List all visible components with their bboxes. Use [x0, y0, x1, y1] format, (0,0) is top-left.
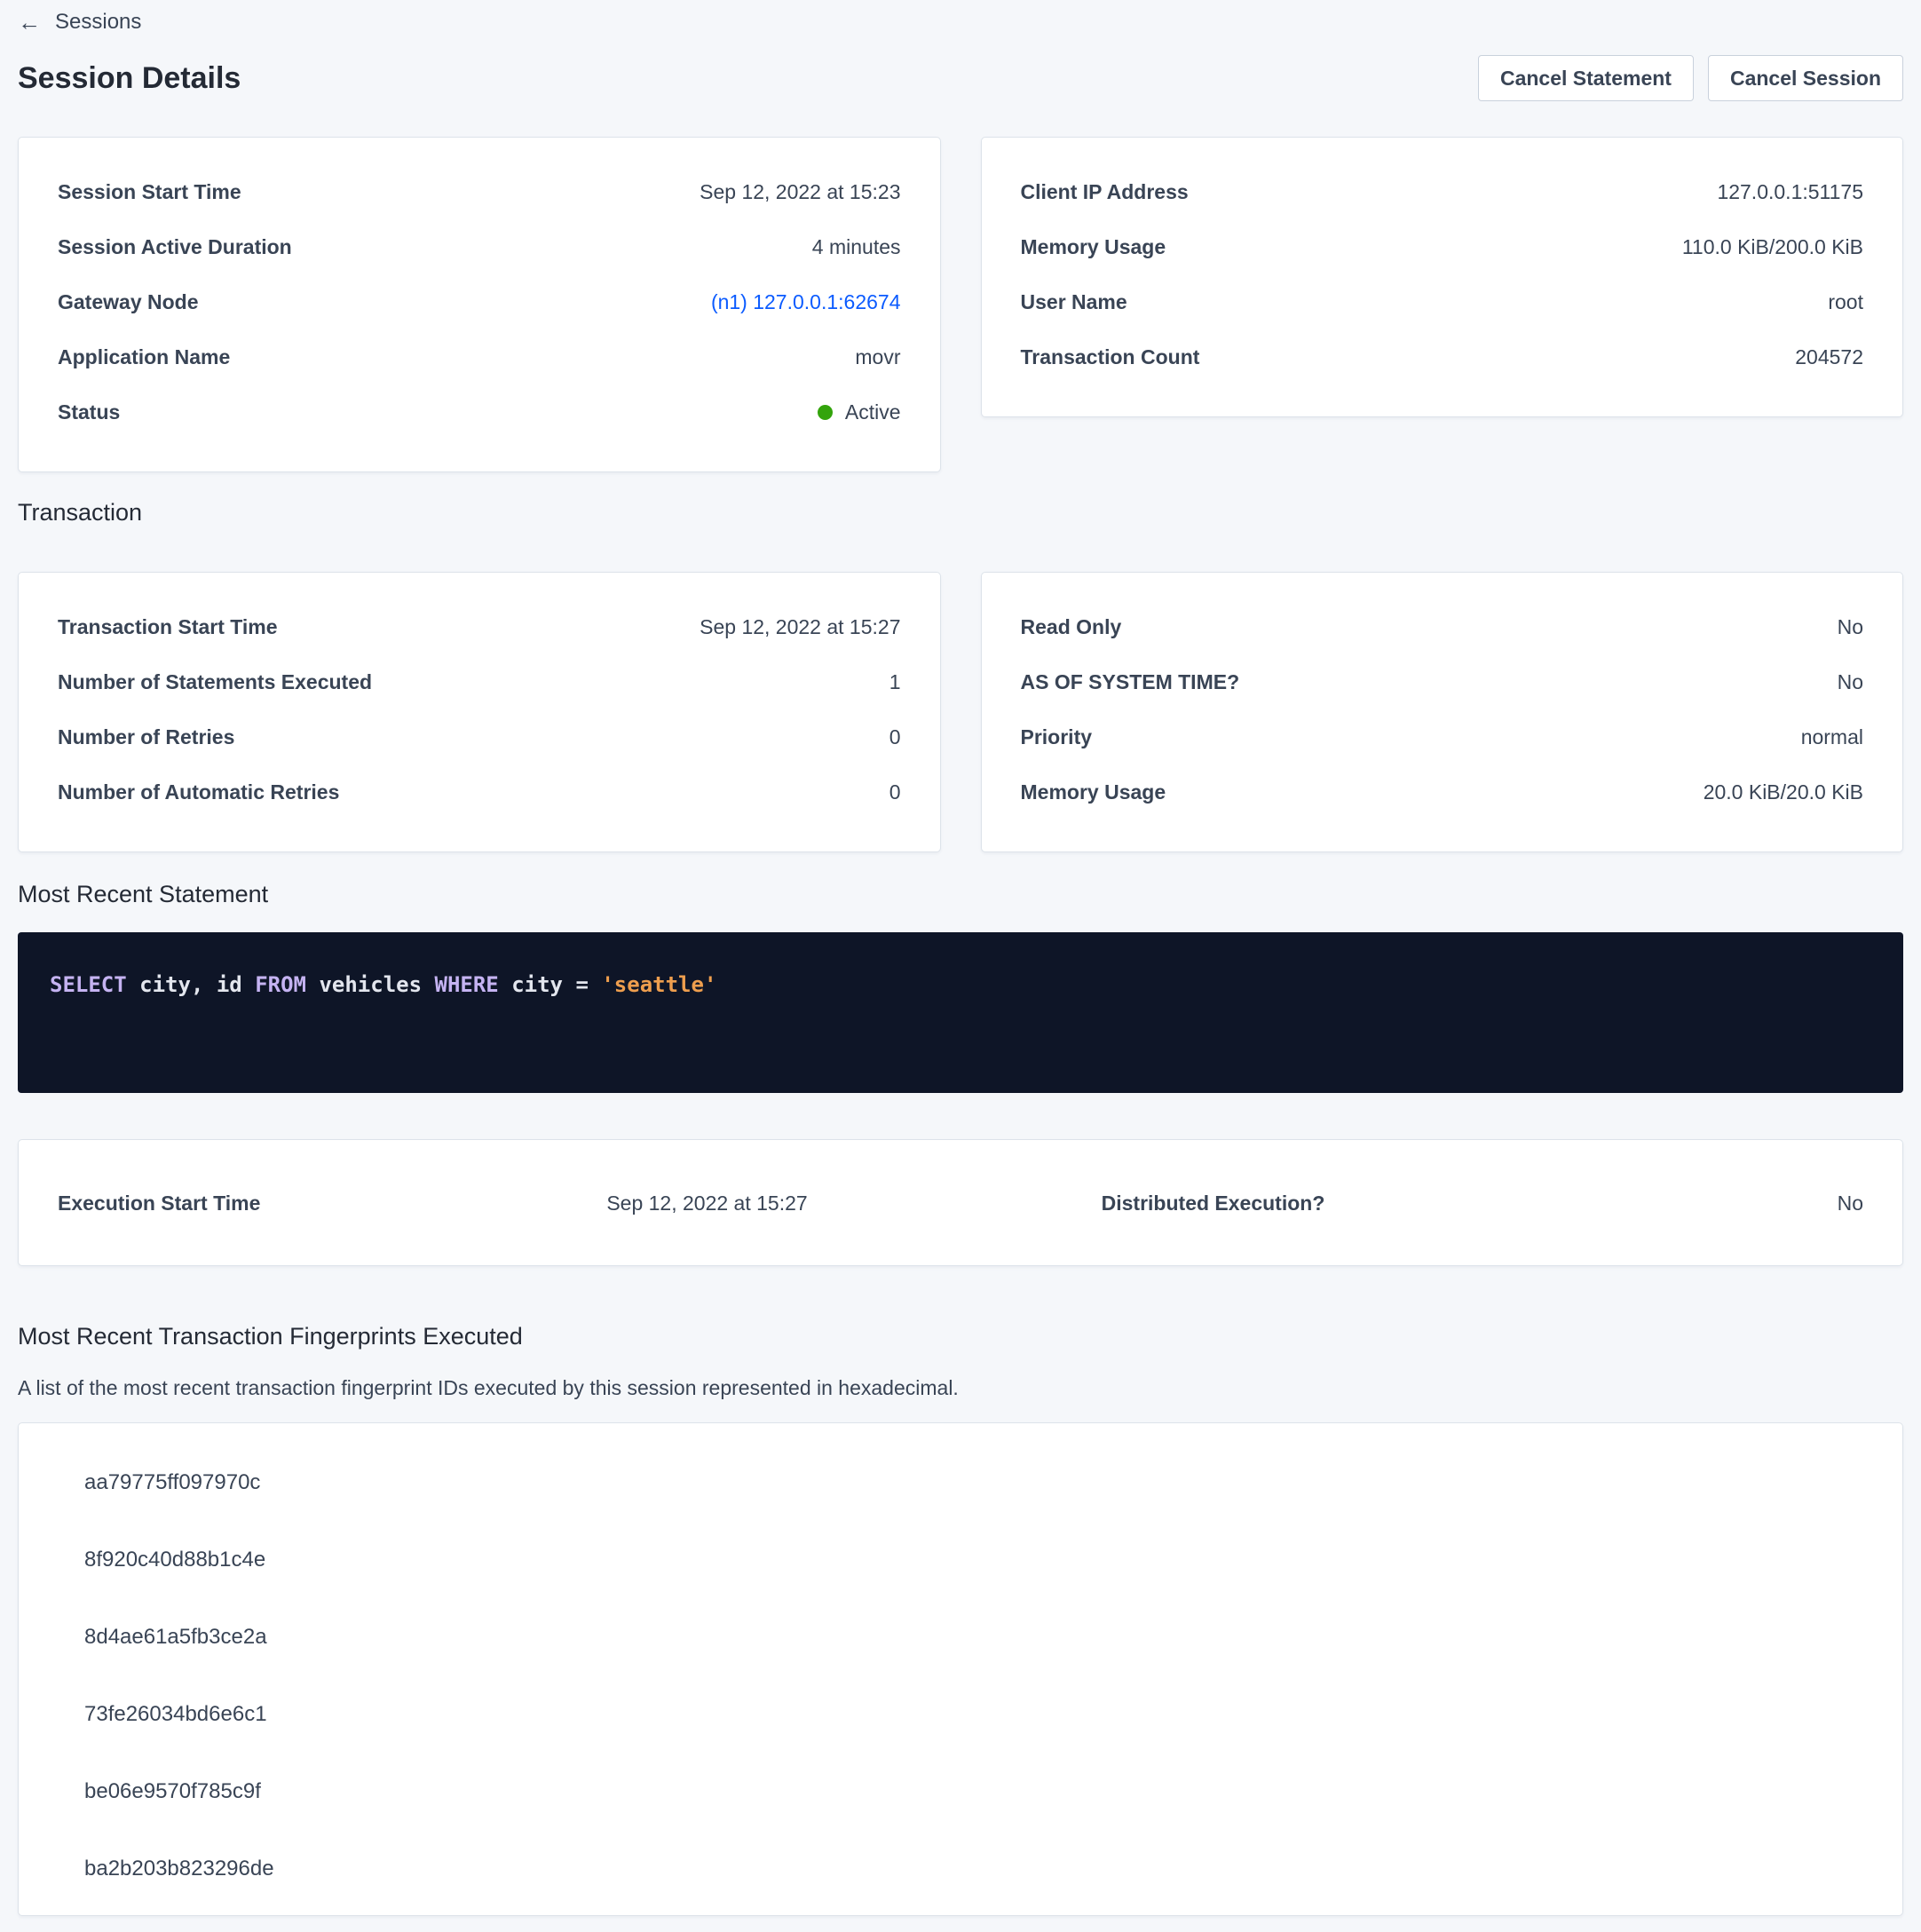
client-ip-label: Client IP Address — [1020, 180, 1189, 203]
automatic-retries-row: Number of Automatic Retries 0 — [58, 779, 901, 805]
session-summary-cards: Session Start Time Sep 12, 2022 at 15:23… — [18, 137, 1903, 472]
fingerprints-section-heading: Most Recent Transaction Fingerprints Exe… — [18, 1323, 523, 1350]
client-ip-row: Client IP Address 127.0.0.1:51175 — [1021, 178, 1864, 205]
distributed-execution-label: Distributed Execution? — [1101, 1191, 1325, 1215]
priority-row: Priority normal — [1021, 724, 1864, 750]
cancel-session-button[interactable]: Cancel Session — [1707, 55, 1903, 101]
sql-text: city = — [498, 972, 602, 997]
transaction-card-right: Read Only No AS OF SYSTEM TIME? No Prior… — [980, 572, 1903, 852]
fingerprints-section-description: A list of the most recent transaction fi… — [18, 1376, 959, 1399]
application-name-row: Application Name movr — [58, 344, 901, 370]
fingerprint-item: aa79775ff097970c — [84, 1470, 261, 1494]
user-name-label: User Name — [1020, 290, 1127, 313]
read-only-label: Read Only — [1020, 615, 1122, 638]
transaction-memory-usage-label: Memory Usage — [1020, 780, 1166, 804]
retries-value: 0 — [889, 725, 901, 748]
fingerprint-item: 8f920c40d88b1c4e — [84, 1548, 266, 1572]
sql-text: vehicles — [306, 972, 435, 997]
sql-keyword: FROM — [255, 972, 306, 997]
gateway-node-link[interactable]: (n1) 127.0.0.1:62674 — [710, 290, 901, 313]
session-start-time-value: Sep 12, 2022 at 15:23 — [700, 180, 901, 203]
sql-statement-code: SELECT city, id FROM vehicles WHERE city… — [50, 971, 1871, 998]
status-active-dot-icon — [817, 404, 833, 420]
as-of-system-time-value: No — [1837, 670, 1863, 693]
sql-string-literal: 'seattle' — [601, 972, 717, 997]
sql-keyword: SELECT — [50, 972, 127, 997]
cancel-statement-button[interactable]: Cancel Statement — [1477, 55, 1694, 101]
transaction-start-time-value: Sep 12, 2022 at 15:27 — [700, 615, 901, 638]
sql-keyword: WHERE — [434, 972, 499, 997]
session-memory-usage-value: 110.0 KiB/200.0 KiB — [1681, 235, 1863, 258]
session-active-duration-row: Session Active Duration 4 minutes — [58, 234, 901, 260]
retries-row: Number of Retries 0 — [58, 724, 901, 750]
most-recent-statement-heading: Most Recent Statement — [18, 881, 269, 907]
transaction-count-row: Transaction Count 204572 — [1021, 344, 1864, 370]
transaction-cards: Transaction Start Time Sep 12, 2022 at 1… — [18, 572, 1903, 852]
automatic-retries-value: 0 — [889, 780, 901, 804]
execution-start-time-label: Execution Start Time — [58, 1191, 261, 1215]
status-badge: Active — [817, 399, 901, 425]
sql-statement-box: SELECT city, id FROM vehicles WHERE city… — [18, 932, 1903, 1093]
user-name-value: root — [1828, 290, 1863, 313]
execution-start-time-value: Sep 12, 2022 at 15:27 — [606, 1191, 808, 1215]
statements-executed-label: Number of Statements Executed — [58, 670, 373, 693]
title-row: Session Details Cancel Statement Cancel … — [18, 55, 1903, 101]
session-active-duration-value: 4 minutes — [811, 235, 901, 258]
as-of-system-time-label: AS OF SYSTEM TIME? — [1020, 670, 1240, 693]
session-memory-usage-row: Memory Usage 110.0 KiB/200.0 KiB — [1021, 234, 1864, 260]
page-title: Session Details — [18, 61, 241, 95]
statements-executed-row: Number of Statements Executed 1 — [58, 669, 901, 695]
priority-value: normal — [1800, 725, 1863, 748]
transaction-count-label: Transaction Count — [1020, 345, 1200, 368]
read-only-row: Read Only No — [1021, 614, 1864, 640]
statements-executed-value: 1 — [889, 670, 901, 693]
fingerprint-item: 73fe26034bd6e6c1 — [84, 1702, 267, 1726]
transaction-card-left: Transaction Start Time Sep 12, 2022 at 1… — [18, 572, 941, 852]
as-of-system-time-row: AS OF SYSTEM TIME? No — [1021, 669, 1864, 695]
user-name-row: User Name root — [1021, 289, 1864, 315]
session-active-duration-label: Session Active Duration — [58, 235, 292, 258]
transaction-count-value: 204572 — [1795, 345, 1863, 368]
application-name-label: Application Name — [58, 345, 231, 368]
session-summary-card-right: Client IP Address 127.0.0.1:51175 Memory… — [980, 137, 1903, 417]
transaction-start-time-label: Transaction Start Time — [58, 615, 278, 638]
session-start-time-label: Session Start Time — [58, 180, 241, 203]
fingerprint-item: ba2b203b823296de — [84, 1857, 274, 1881]
automatic-retries-label: Number of Automatic Retries — [58, 780, 340, 804]
retries-label: Number of Retries — [58, 725, 235, 748]
transaction-start-time-row: Transaction Start Time Sep 12, 2022 at 1… — [58, 614, 901, 640]
fingerprint-item: 8d4ae61a5fb3ce2a — [84, 1625, 267, 1649]
distributed-execution-value: No — [1837, 1191, 1863, 1215]
transaction-memory-usage-row: Memory Usage 20.0 KiB/20.0 KiB — [1021, 779, 1864, 805]
client-ip-value: 127.0.0.1:51175 — [1717, 180, 1863, 203]
session-summary-card-left: Session Start Time Sep 12, 2022 at 15:23… — [18, 137, 941, 472]
gateway-node-label: Gateway Node — [58, 290, 199, 313]
back-to-sessions-link[interactable]: ← Sessions — [18, 9, 141, 36]
session-start-time-row: Session Start Time Sep 12, 2022 at 15:23 — [58, 178, 901, 205]
transaction-memory-usage-value: 20.0 KiB/20.0 KiB — [1703, 780, 1863, 804]
status-value: Active — [844, 400, 901, 424]
fingerprints-card: aa79775ff097970c 8f920c40d88b1c4e 8d4ae6… — [18, 1422, 1903, 1916]
execution-card: Execution Start Time Sep 12, 2022 at 15:… — [18, 1139, 1903, 1266]
sql-text: city, id — [126, 972, 256, 997]
fingerprint-item: be06e9570f785c9f — [84, 1779, 261, 1803]
status-row: Status Active — [58, 399, 901, 425]
session-memory-usage-label: Memory Usage — [1020, 235, 1166, 258]
read-only-value: No — [1837, 615, 1863, 638]
gateway-node-row: Gateway Node (n1) 127.0.0.1:62674 — [58, 289, 901, 315]
status-label: Status — [58, 400, 121, 424]
back-link-label: Sessions — [55, 10, 142, 34]
transaction-section-heading: Transaction — [18, 499, 143, 526]
header-actions: Cancel Statement Cancel Session — [1477, 55, 1903, 101]
application-name-value: movr — [855, 345, 901, 368]
priority-label: Priority — [1020, 725, 1093, 748]
back-arrow-icon: ← — [18, 9, 41, 36]
